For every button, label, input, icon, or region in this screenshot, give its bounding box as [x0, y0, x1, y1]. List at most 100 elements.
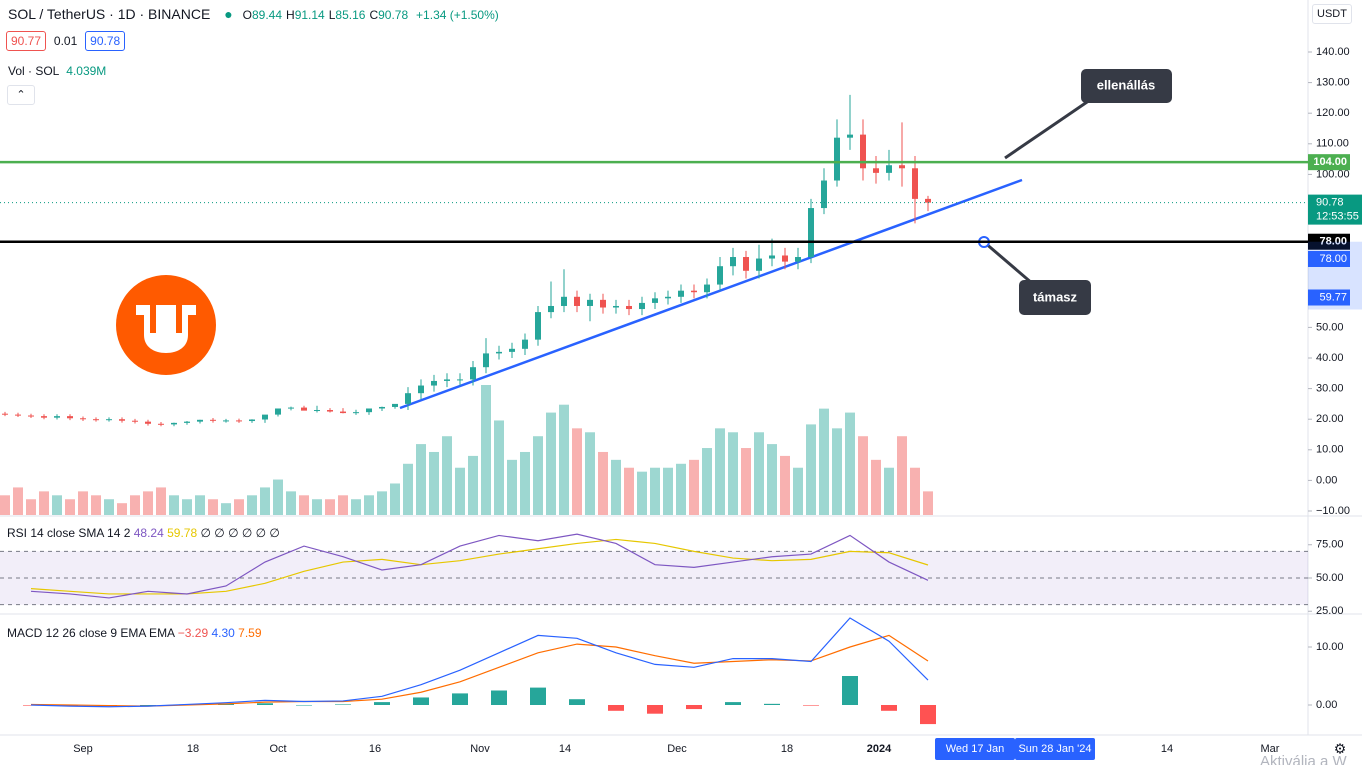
collapse-button[interactable]: ⌃ — [7, 85, 35, 105]
candle-body — [158, 423, 164, 425]
macd-hist-bar — [257, 703, 273, 705]
macd-hist-bar — [452, 693, 468, 705]
candle-body — [886, 165, 892, 173]
candle-body — [847, 134, 853, 138]
volume-bar — [585, 432, 595, 515]
candle-body — [223, 420, 229, 422]
macd-value: 4.30 — [211, 626, 235, 640]
y-tick-label: 10.00 — [1316, 444, 1344, 456]
candle-body — [665, 296, 671, 299]
volume-bar — [520, 451, 530, 515]
candle-body — [730, 257, 736, 267]
ask[interactable]: 90.78 — [85, 31, 126, 51]
candle-body — [15, 414, 21, 416]
candle-body — [652, 298, 658, 303]
ohlc-value: 85.16 — [335, 8, 366, 22]
ohlc-key: C — [369, 8, 379, 22]
volume-bar — [429, 451, 439, 515]
candle-body — [483, 353, 489, 368]
y-tick-label: 75.00 — [1316, 539, 1344, 551]
x-tick-label: Nov — [470, 743, 490, 755]
watermark: Aktiválja a W — [1260, 753, 1348, 765]
volume-bar — [858, 436, 868, 515]
candle-body — [41, 416, 47, 418]
volume-bar — [481, 385, 491, 515]
candle-body — [54, 416, 60, 418]
volume-bar — [260, 487, 270, 515]
candle-body — [80, 418, 86, 420]
price-tag — [1308, 194, 1362, 225]
status-dot: ● — [224, 6, 233, 22]
volume-bar — [806, 424, 816, 515]
x-tick-label: Dec — [667, 743, 687, 755]
volume-bar — [156, 487, 166, 515]
rsi-line — [30, 533, 929, 599]
candles — [2, 94, 931, 427]
price-tag-label: 59.77 — [1319, 291, 1347, 303]
y-tick-label: 10.00 — [1316, 641, 1344, 653]
ohlc-value: 89.44 — [252, 8, 283, 22]
volume-bar — [767, 444, 777, 515]
y-tick-label: 130.00 — [1316, 77, 1350, 89]
macd-hist-bar — [842, 676, 858, 705]
candle-body — [561, 296, 567, 306]
y-tick-label: −10.00 — [1316, 505, 1350, 517]
candle-body — [106, 419, 112, 421]
volume-bar — [871, 459, 881, 515]
rsi-value: 48.24 — [133, 526, 164, 540]
candle-body — [782, 255, 788, 262]
volume-bar — [208, 499, 218, 515]
macd-hist-bar — [686, 705, 702, 710]
volume-bar — [832, 428, 842, 515]
y-tick-label: 110.00 — [1316, 138, 1349, 150]
candle-body — [600, 299, 606, 308]
volume-bar — [117, 503, 127, 515]
volume-bar — [910, 467, 920, 515]
volume-bar — [455, 467, 465, 515]
ohlc-key: H — [286, 8, 295, 22]
symbol: SOL / TetherUS · 1D · BINANCE — [8, 6, 211, 22]
rsi-sma-value: 59.78 — [167, 526, 198, 540]
volume-bar — [312, 499, 322, 515]
candle-body — [405, 393, 411, 404]
candle-body — [691, 290, 697, 293]
volume-bar — [637, 471, 647, 515]
change: +1.34 (+1.50%) — [416, 8, 499, 22]
y-tick-label: 30.00 — [1316, 383, 1344, 395]
candle-body — [210, 419, 216, 421]
price-tag — [1308, 154, 1350, 171]
candle-body — [470, 367, 476, 380]
bid[interactable]: 90.77 — [6, 31, 47, 51]
macd-hist-bar — [491, 690, 507, 705]
volume-bar — [611, 459, 621, 515]
date-highlight — [935, 738, 1015, 760]
volume-bar — [403, 463, 413, 515]
x-tick-label: 18 — [781, 743, 793, 755]
y-tick-label: 100.00 — [1316, 168, 1350, 180]
candle-body — [431, 380, 437, 386]
currency-button[interactable]: USDT — [1312, 4, 1352, 24]
candle-body — [314, 410, 320, 412]
candle-body — [522, 339, 528, 349]
candle-body — [678, 290, 684, 297]
macd-hist-bar — [374, 702, 390, 705]
volume-bar — [923, 491, 933, 515]
x-tick-label: 14 — [1161, 743, 1173, 755]
settings-icon[interactable]: ⚙ — [1334, 741, 1347, 757]
volume-bar — [182, 499, 192, 515]
annotation: ellenállás — [1097, 77, 1156, 92]
price-tag — [1308, 233, 1350, 250]
volume-bar — [273, 479, 283, 515]
volume-bar — [195, 495, 205, 515]
volume-bar — [26, 499, 36, 515]
volume-bar — [338, 495, 348, 515]
volume-bar — [390, 483, 400, 515]
candle-body — [301, 407, 307, 411]
candle-body — [457, 379, 463, 381]
volume-bar — [299, 495, 309, 515]
y-tick-label: 0.00 — [1316, 699, 1337, 711]
annotation: támasz — [1033, 289, 1078, 304]
y-tick-label: 40.00 — [1316, 352, 1344, 364]
volume-bar — [91, 495, 101, 515]
